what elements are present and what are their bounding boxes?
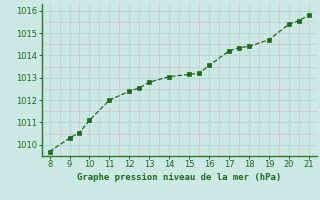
X-axis label: Graphe pression niveau de la mer (hPa): Graphe pression niveau de la mer (hPa) [77,173,281,182]
